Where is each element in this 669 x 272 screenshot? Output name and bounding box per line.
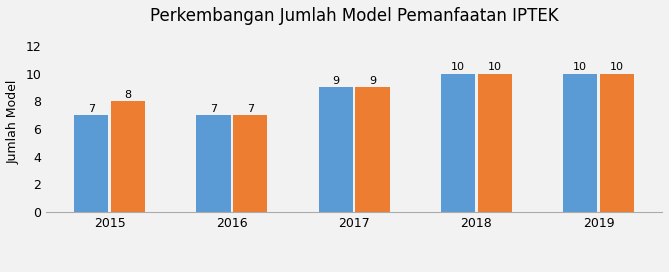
Bar [563, 74, 597, 212]
Bar [355, 88, 389, 212]
Text: 7: 7 [247, 104, 254, 114]
Legend: Target, Realisasi: Target, Realisasi [274, 269, 435, 272]
Bar [478, 74, 512, 212]
Y-axis label: Jumlah Model: Jumlah Model [7, 80, 20, 164]
Text: 7: 7 [210, 104, 217, 114]
Text: 9: 9 [332, 76, 339, 86]
Text: 7: 7 [88, 104, 95, 114]
Bar [197, 115, 231, 212]
Text: 10: 10 [451, 62, 465, 72]
Bar [111, 101, 145, 212]
Bar [441, 74, 475, 212]
Text: 10: 10 [610, 62, 624, 72]
Text: 9: 9 [369, 76, 376, 86]
Text: 10: 10 [573, 62, 587, 72]
Title: Perkembangan Jumlah Model Pemanfaatan IPTEK: Perkembangan Jumlah Model Pemanfaatan IP… [150, 7, 559, 25]
Bar [318, 88, 353, 212]
Bar [74, 115, 108, 212]
Bar [233, 115, 268, 212]
Bar [600, 74, 634, 212]
Text: 10: 10 [488, 62, 502, 72]
Text: 8: 8 [124, 90, 132, 100]
